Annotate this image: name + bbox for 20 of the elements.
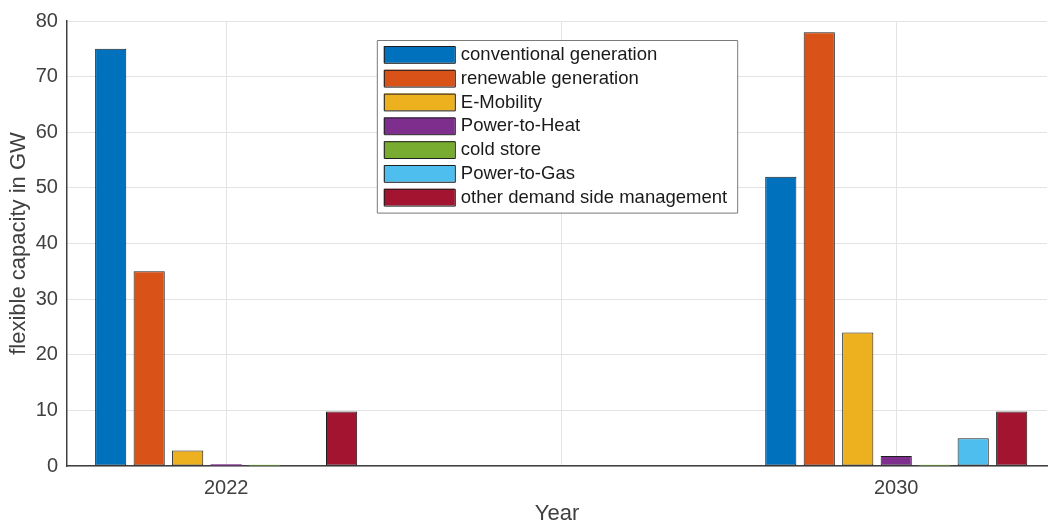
legend-label: cold store [460, 138, 542, 160]
legend-label: E-Mobility [460, 90, 543, 112]
y-tick-label: 40 [35, 231, 58, 254]
x-tick-label: 2022 [203, 475, 249, 498]
legend-label: conventional generation [460, 42, 658, 64]
legend-label: Power-to-Heat [460, 114, 581, 136]
legend-label: renewable generation [460, 66, 639, 88]
y-tick-label: 70 [35, 64, 58, 87]
y-tick-label: 50 [35, 175, 58, 198]
x-axis-title: Year [534, 499, 580, 525]
y-tick-label: 60 [35, 119, 58, 142]
y-tick-label: 30 [35, 286, 58, 309]
x-tick-label: 2030 [873, 475, 919, 498]
legend-label: Power-to-Gas [460, 161, 575, 183]
y-tick-label: 0 [46, 453, 58, 476]
y-tick-label: 20 [35, 342, 58, 365]
y-axis-title: flexible capacity in GW [5, 132, 31, 355]
legend-label: other demand side management [460, 185, 728, 207]
y-tick-label: 80 [35, 8, 58, 31]
y-tick-label: 10 [35, 397, 58, 420]
